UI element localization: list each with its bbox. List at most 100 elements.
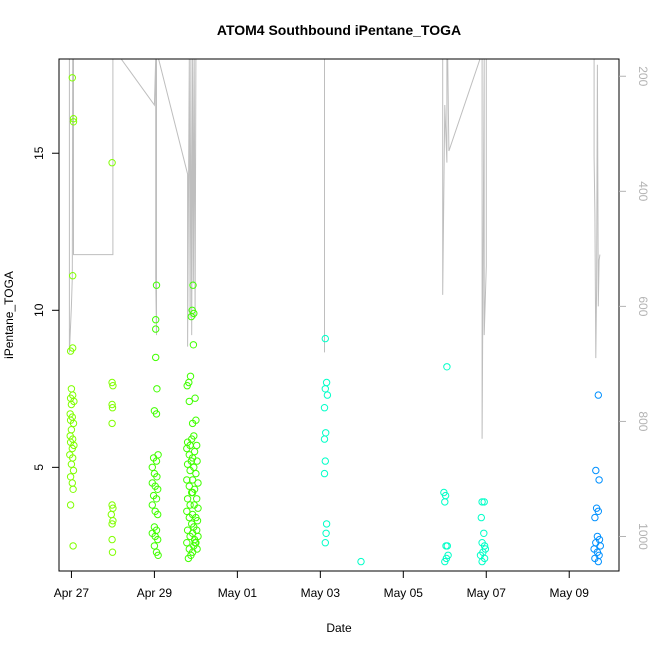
y2-tick-label-4: 1000 [636, 523, 650, 550]
data-point-s2-16 [441, 498, 449, 506]
data-point-s1-40 [183, 476, 191, 484]
data-point-s1-45 [183, 507, 191, 515]
data-point-s1-28 [154, 551, 162, 559]
data-point-s0-36 [108, 501, 116, 509]
data-point-s1-3 [152, 353, 160, 362]
data-point-s1-64 [193, 441, 201, 450]
data-point-s0-24 [69, 466, 78, 475]
y-tick-label-2: 15 [32, 146, 46, 160]
data-point-s2-25 [480, 529, 488, 537]
data-point-s3-0 [594, 391, 602, 399]
data-point-s1-15 [154, 485, 162, 493]
data-point-s0-14 [69, 419, 78, 428]
data-point-s1-17 [152, 495, 161, 503]
data-point-s0-15 [67, 426, 76, 434]
data-point-s2-7 [321, 457, 329, 465]
data-point-s1-43 [183, 495, 192, 503]
data-point-s2-22 [478, 498, 486, 506]
data-point-s0-25 [66, 473, 75, 481]
data-point-s1-65 [190, 447, 199, 456]
x-axis: Apr 27 Apr 29 May 01 May 03 May 05 May 07 May … [54, 571, 589, 600]
data-point-s1-57 [187, 312, 196, 321]
data-point-s0-31 [108, 378, 116, 387]
data-point-s0-29 [69, 542, 77, 550]
data-point-s1-32 [185, 397, 194, 406]
data-point-s0-27 [69, 485, 77, 493]
data-point-s0-10 [67, 400, 76, 409]
data-point-s1-68 [190, 463, 198, 471]
data-point-s0-3 [69, 272, 77, 280]
chart-title: ATOM4 Southbound iPentane_TOGA [217, 22, 461, 38]
data-points-layer [66, 74, 604, 566]
data-point-s1-61 [192, 416, 200, 424]
data-point-s1-10 [148, 463, 157, 471]
data-point-s2-10 [322, 529, 330, 537]
x-tick-label-6: May 09 [550, 586, 590, 600]
data-point-s1-18 [148, 501, 157, 509]
data-point-s2-11 [321, 539, 329, 547]
data-point-s2-4 [320, 404, 329, 412]
secondary-trace-layer [68, 59, 601, 439]
data-point-s2-5 [322, 429, 330, 437]
data-point-s0-6 [67, 385, 76, 393]
data-point-s0-23 [67, 460, 76, 468]
data-point-s1-70 [188, 476, 197, 484]
data-point-s1-88 [188, 548, 197, 556]
data-point-s1-71 [194, 479, 202, 487]
data-point-s2-12 [357, 557, 365, 566]
data-point-s2-23 [480, 498, 488, 506]
data-point-s1-44 [186, 501, 194, 509]
data-point-s3-14 [594, 557, 602, 566]
data-point-s1-50 [183, 539, 191, 547]
data-point-s1-26 [150, 542, 159, 550]
data-point-s0-39 [109, 517, 117, 525]
y2-tick-label-1: 400 [636, 181, 650, 201]
x-tick-label-4: May 05 [384, 586, 424, 600]
plot-frame [58, 58, 620, 572]
data-point-s0-32 [109, 382, 117, 390]
y2-tick-label-0: 200 [636, 66, 650, 86]
data-point-s0-28 [66, 501, 75, 509]
data-point-s1-73 [188, 488, 197, 497]
data-point-s1-76 [194, 504, 202, 512]
data-point-s0-26 [68, 479, 77, 487]
y-tick-label-0: 5 [32, 464, 46, 471]
data-point-s1-63 [188, 435, 196, 443]
data-point-s1-89 [191, 539, 199, 547]
data-point-s2-1 [322, 378, 331, 387]
data-point-s2-18 [443, 542, 451, 550]
data-point-s1-29 [186, 372, 195, 380]
data-point-s0-20 [68, 444, 77, 453]
y-axis-title: iPentane_TOGA [2, 271, 16, 359]
data-point-s2-13 [443, 363, 451, 371]
data-point-s1-35 [183, 444, 191, 453]
data-point-s0-33 [108, 400, 116, 409]
data-point-s0-40 [108, 520, 116, 528]
x-axis-title: Date [326, 621, 352, 635]
data-point-s1-41 [185, 482, 194, 490]
x-tick-label-2: May 01 [218, 586, 258, 600]
data-point-s1-25 [154, 535, 162, 544]
data-point-s1-58 [189, 341, 198, 349]
data-point-s2-6 [320, 435, 329, 443]
data-point-s1-53 [184, 554, 193, 563]
data-point-s1-6 [152, 410, 161, 418]
data-point-s1-38 [183, 460, 192, 468]
data-point-s1-4 [153, 385, 161, 393]
data-point-s1-67 [193, 457, 201, 465]
data-point-s1-31 [183, 382, 191, 390]
data-point-s0-41 [108, 535, 116, 544]
data-point-s3-2 [595, 476, 603, 484]
data-point-s1-54 [189, 281, 197, 289]
data-point-s1-20 [154, 510, 162, 519]
data-point-s3-5 [591, 513, 599, 522]
data-point-s1-74 [193, 495, 201, 503]
data-point-s0-30 [108, 159, 116, 167]
data-point-s1-79 [193, 517, 202, 525]
data-point-s3-4 [594, 507, 602, 515]
data-point-s1-2 [152, 325, 160, 333]
x-tick-label-3: May 03 [301, 586, 341, 600]
data-point-s2-9 [322, 520, 331, 528]
secondary-trace-line [68, 59, 601, 439]
